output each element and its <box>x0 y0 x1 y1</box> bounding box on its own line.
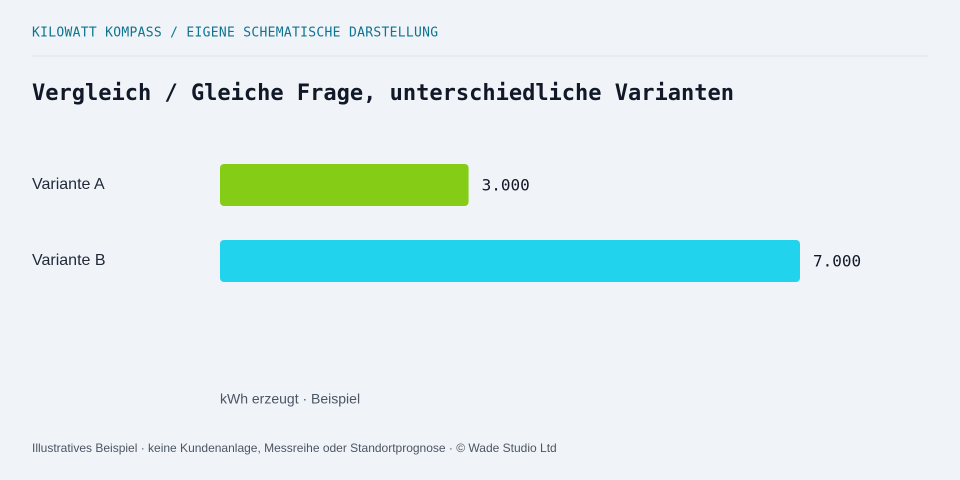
chart-title: Vergleich / Gleiche Frage, unterschiedli… <box>32 81 734 106</box>
footer: Illustratives Beispiel · keine Kundenanl… <box>32 441 557 455</box>
value-label: 3.000 <box>482 176 530 195</box>
header: KILOWATT KOMPASS / EIGENE SCHEMATISCHE D… <box>32 26 438 41</box>
bar <box>220 240 800 282</box>
value-label: 7.000 <box>813 252 861 271</box>
bar <box>220 164 469 206</box>
unit-label: kWh erzeugt · Beispiel <box>220 391 360 407</box>
category-label: Variante B <box>32 252 106 269</box>
category-label: Variante A <box>32 176 105 193</box>
